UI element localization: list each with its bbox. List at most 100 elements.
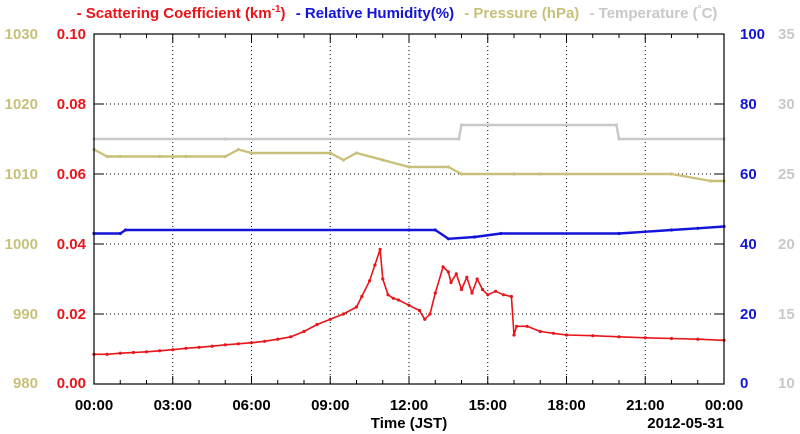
- pressure-tick-label: 990: [13, 306, 38, 323]
- pressure-tick-label: 1000: [5, 236, 38, 253]
- series-layer: [92, 123, 726, 356]
- pressure-point: [381, 158, 385, 162]
- scattering-coefficient-point: [197, 345, 201, 349]
- scattering-coefficient-point: [381, 277, 385, 281]
- relative-humidity-point: [617, 231, 621, 236]
- axis-ticks: 00:00 03:00 06:00 09:00 12:00 15:00 18:00 21:00…: [5, 26, 795, 414]
- relative-humidity-point: [118, 231, 122, 236]
- chart-legend: - Scattering Coefficient (km-1) - Relati…: [0, 4, 800, 22]
- relative-humidity-point: [499, 231, 503, 236]
- pressure-point: [669, 172, 674, 176]
- x-tick-label: 03:00: [154, 397, 192, 414]
- x-tick-label: 06:00: [232, 397, 270, 414]
- scattering-coefficient-point: [446, 270, 450, 274]
- pressure-tick-label: 1030: [5, 26, 38, 43]
- humidity-tick-label: 0: [740, 375, 748, 392]
- scattering-coefficient-point: [315, 322, 319, 327]
- scattering-coefficient-point: [328, 317, 332, 321]
- x-tick-label: 15:00: [469, 397, 507, 414]
- scattering-tick-label: 0.06: [57, 166, 86, 183]
- scattering-coefficient-point: [236, 342, 240, 346]
- legend-scattering-sup: -1: [271, 4, 281, 15]
- scattering-coefficient-point: [454, 272, 458, 276]
- x-axis-label: Time (JST): [371, 415, 447, 432]
- temperature-line: [94, 123, 724, 141]
- x-tick-label: 00:00: [75, 397, 113, 414]
- pressure-point: [538, 172, 542, 176]
- x-tick-label: 09:00: [311, 397, 349, 414]
- scattering-coefficient-point: [494, 289, 498, 293]
- relative-humidity-point: [446, 237, 450, 241]
- legend-humidity: - Relative Humidity(%): [296, 5, 459, 22]
- x-tick-label: 12:00: [390, 397, 428, 414]
- pressure-point: [459, 172, 464, 176]
- legend-pressure: - Pressure (hPa): [464, 5, 583, 22]
- scattering-coefficient-point: [223, 343, 227, 347]
- pressure-tick-label: 1020: [5, 96, 38, 113]
- temperature-tick-label: 30: [778, 96, 795, 113]
- scattering-coefficient-point: [407, 303, 411, 307]
- scattering-coefficient-point: [289, 335, 293, 339]
- relative-humidity-point: [473, 235, 477, 239]
- pressure-point: [184, 154, 188, 159]
- scattering-coefficient-point: [433, 291, 437, 295]
- scattering-coefficient-point: [591, 334, 595, 338]
- pressure-point: [249, 151, 254, 155]
- scattering-coefficient-point: [360, 294, 364, 299]
- relative-humidity-point: [433, 228, 437, 232]
- relative-humidity-point: [696, 226, 700, 230]
- temperature-tick-label: 25: [778, 166, 795, 183]
- temperature-point: [459, 123, 464, 127]
- pressure-tick-label: 980: [13, 375, 38, 392]
- humidity-tick-label: 40: [740, 236, 757, 253]
- scattering-tick-label: 0.00: [57, 375, 86, 392]
- scattering-coefficient-point: [669, 336, 674, 341]
- x-tick-label: 21:00: [626, 397, 664, 414]
- legend-humidity-text: Relative Humidity(%): [304, 5, 455, 22]
- scattering-coefficient-point: [696, 337, 700, 341]
- scattering-coefficient-point: [210, 344, 214, 348]
- temperature-tick-label: 35: [778, 26, 795, 43]
- scattering-coefficient-point: [131, 350, 135, 355]
- relative-humidity-point: [669, 228, 674, 232]
- pressure-point: [564, 172, 569, 176]
- pressure-point: [118, 154, 122, 159]
- pressure-point: [354, 151, 359, 155]
- legend-temperature: - Temperature (°C): [589, 4, 717, 22]
- legend-temperature-prefix: -: [589, 5, 595, 22]
- scattering-coefficient-point: [378, 247, 382, 251]
- scattering-coefficient-point: [386, 293, 390, 297]
- pressure-point: [709, 179, 713, 183]
- legend-scattering-text: Scattering Coefficient (km: [85, 5, 272, 22]
- legend-temperature-sup: °: [697, 4, 702, 15]
- date-label: 2012-05-31: [647, 415, 724, 432]
- scattering-coefficient-point: [470, 291, 474, 295]
- scattering-coefficient-point: [171, 348, 175, 352]
- scattering-coefficient-point: [105, 352, 109, 356]
- relative-humidity-point: [407, 228, 411, 232]
- scattering-coefficient-point: [465, 275, 469, 279]
- scattering-coefficient-point: [525, 324, 529, 328]
- pressure-point: [446, 165, 450, 169]
- legend-scattering-suffix: ): [280, 5, 286, 22]
- grid-lines: [94, 34, 724, 384]
- x-tick-label: 00:00: [705, 397, 743, 414]
- scattering-coefficient-point: [368, 279, 372, 283]
- scattering-coefficient-point: [509, 294, 513, 299]
- scattering-tick-label: 0.02: [57, 306, 86, 323]
- scattering-tick-label: 0.08: [57, 96, 86, 113]
- x-tick-label: 18:00: [547, 397, 585, 414]
- pressure-point: [158, 154, 162, 159]
- scattering-coefficient-point: [449, 280, 453, 285]
- scattering-coefficient-point: [144, 350, 149, 354]
- scattering-coefficient-point: [354, 305, 359, 309]
- scattering-coefficient-point: [501, 293, 506, 297]
- legend-pressure-prefix: -: [464, 5, 470, 22]
- legend-humidity-prefix: -: [295, 5, 301, 22]
- legend-scattering: - Scattering Coefficient (km-1): [76, 4, 290, 22]
- humidity-tick-label: 100: [740, 26, 765, 43]
- scattering-coefficient-point: [276, 337, 280, 341]
- legend-scattering-label: -: [76, 5, 82, 22]
- scattering-coefficient-point: [551, 331, 556, 335]
